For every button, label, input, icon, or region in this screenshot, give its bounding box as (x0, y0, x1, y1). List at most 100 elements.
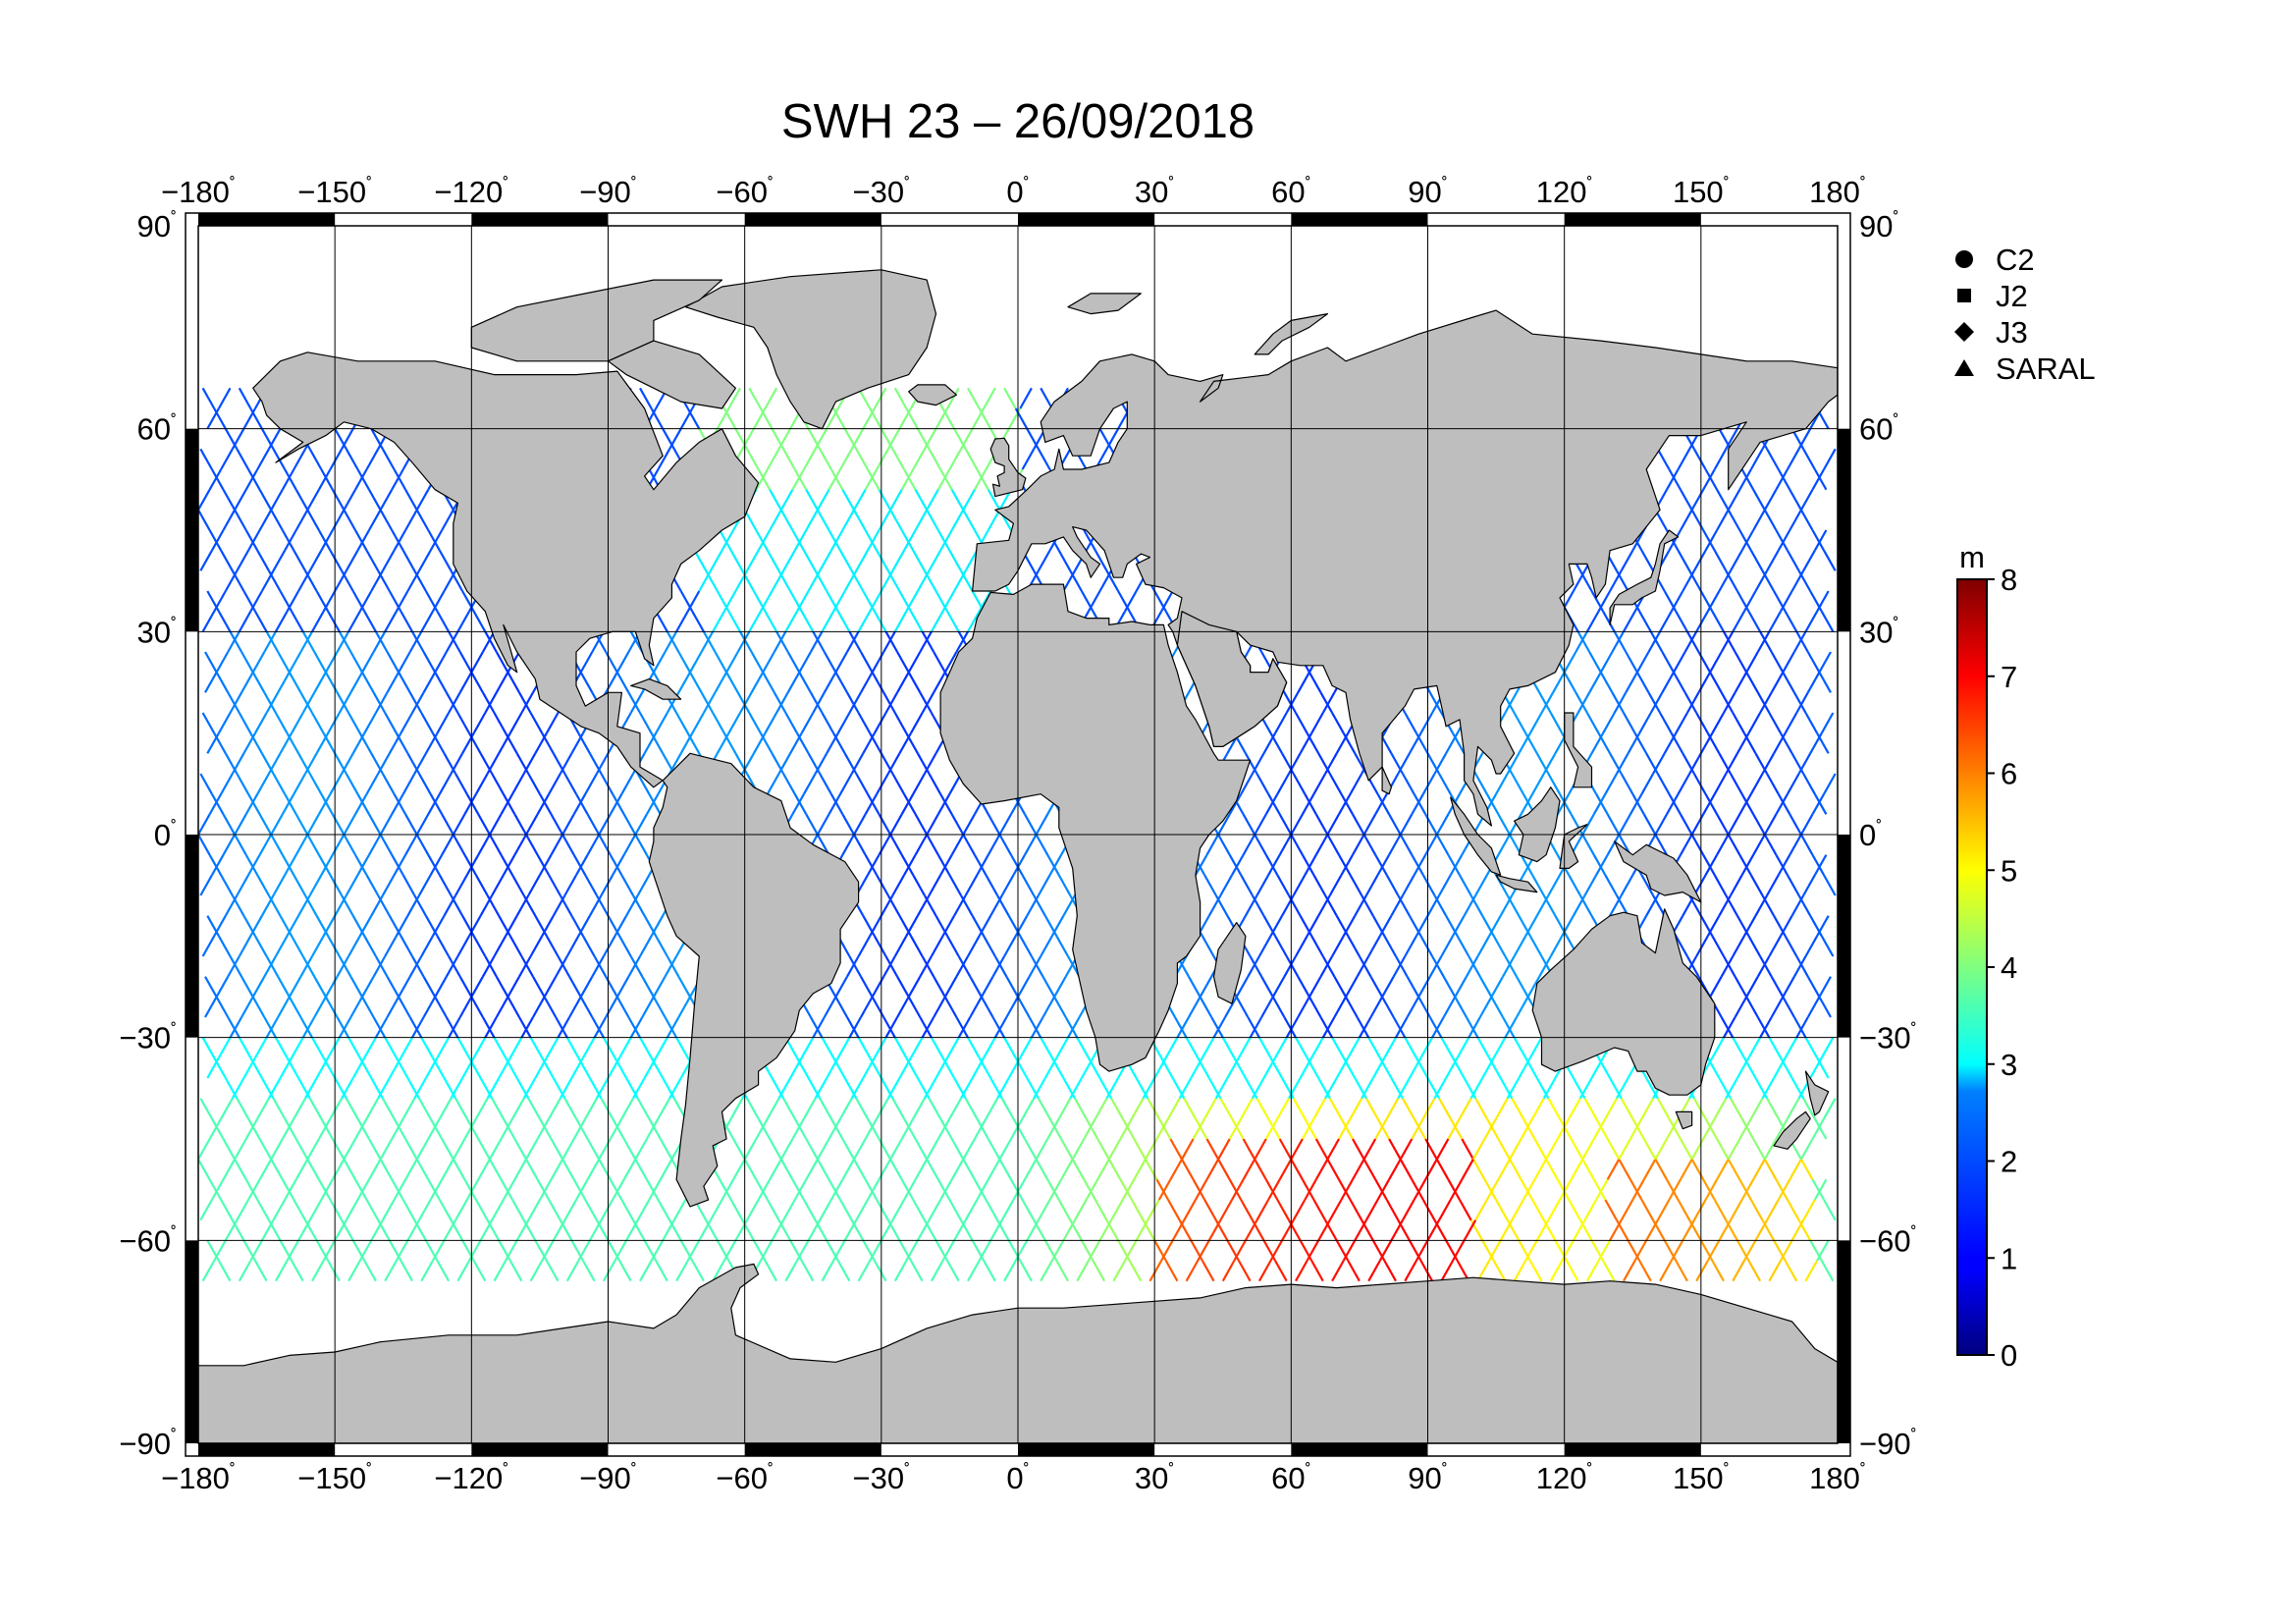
lon-tick-top: 180˚ (1809, 175, 1866, 209)
track-segment (1257, 1260, 1272, 1282)
track-segment (652, 976, 667, 998)
track-segment (1378, 1239, 1393, 1262)
track-segment (666, 1016, 680, 1039)
track-segment (836, 712, 851, 734)
track-segment (301, 630, 316, 653)
track-segment (846, 955, 860, 978)
track-segment (1048, 1178, 1063, 1201)
track-segment (900, 854, 915, 876)
track-segment (1374, 1117, 1388, 1140)
track-segment (914, 834, 929, 856)
track-segment (1474, 1098, 1488, 1119)
track-segment (714, 672, 728, 693)
track-segment (985, 1098, 999, 1119)
track-segment (1823, 550, 1837, 571)
track-segment (363, 712, 377, 734)
track-segment (657, 1098, 671, 1119)
track-segment (1459, 1199, 1472, 1221)
track-segment (293, 448, 306, 470)
track-segment (866, 468, 881, 491)
track-segment (973, 854, 988, 876)
track-segment (1043, 1056, 1058, 1079)
track-segment (1319, 955, 1334, 978)
track-segment (1057, 550, 1072, 571)
track-segment (1264, 1178, 1279, 1201)
track-segment (277, 672, 291, 693)
track-segment (224, 894, 239, 917)
track-segment (627, 1016, 641, 1039)
track-segment (1623, 1260, 1636, 1282)
track-segment (659, 1138, 673, 1161)
track-segment (454, 773, 468, 795)
track-segment (555, 955, 568, 978)
track-segment (1003, 935, 1017, 957)
track-segment (1752, 1159, 1766, 1180)
track-segment (926, 1138, 939, 1161)
track-segment (347, 1260, 361, 1282)
track-segment (424, 590, 439, 613)
track-segment (258, 509, 273, 531)
track-segment (495, 996, 509, 1018)
track-segment (429, 529, 444, 552)
frame-segment-top (198, 213, 336, 226)
track-segment (1421, 1098, 1436, 1119)
track-segment (1759, 630, 1773, 653)
track-segment (746, 448, 760, 470)
track-segment (1278, 1138, 1293, 1161)
track-segment (884, 1016, 899, 1039)
track-segment (1673, 672, 1686, 693)
track-segment (1342, 915, 1357, 937)
track-segment (1611, 630, 1625, 653)
track-segment (1711, 712, 1725, 734)
track-segment (860, 976, 874, 998)
track-segment (809, 630, 824, 653)
track-segment (1595, 1117, 1609, 1140)
track-segment (1447, 1178, 1461, 1201)
track-segment (1326, 1138, 1340, 1161)
track-segment (1513, 712, 1527, 734)
track-segment (1692, 1199, 1707, 1221)
track-segment (450, 569, 464, 592)
track-segment (458, 976, 473, 998)
track-segment (379, 813, 394, 836)
track-segment (889, 489, 903, 511)
track-segment (263, 1016, 277, 1039)
frame-segment-top (1291, 213, 1428, 226)
track-segment (1752, 489, 1766, 511)
track-segment (1811, 1178, 1826, 1201)
track-segment (1413, 854, 1427, 876)
track-segment (896, 996, 910, 1018)
track-segment (1702, 1178, 1716, 1201)
track-segment (1338, 1178, 1352, 1201)
track-segment (930, 1260, 944, 1282)
track-segment (1428, 955, 1443, 978)
track-segment (1445, 1056, 1459, 1079)
track-segment (1592, 854, 1607, 876)
track-segment (746, 1098, 760, 1119)
track-segment (1592, 793, 1607, 815)
track-segment (1094, 1098, 1108, 1119)
track-segment (921, 955, 935, 978)
track-segment (477, 834, 491, 856)
track-segment (1037, 1199, 1051, 1221)
track-segment (1035, 1138, 1049, 1161)
track-segment (855, 1098, 869, 1119)
track-segment (1483, 1117, 1498, 1140)
frame-segment-bottom (1291, 1443, 1428, 1456)
track-segment (529, 1037, 544, 1058)
track-segment (1576, 691, 1591, 714)
track-segment (1799, 1159, 1814, 1180)
track-segment (782, 448, 796, 470)
track-segment (513, 834, 527, 856)
track-segment (1199, 996, 1213, 1018)
track-segment (1704, 529, 1719, 552)
track-segment (1620, 1199, 1634, 1221)
track-segment (1048, 854, 1063, 876)
track-segment (1740, 1178, 1755, 1201)
track-segment (826, 590, 839, 613)
track-segment (893, 387, 908, 409)
track-segment (361, 976, 375, 998)
track-segment (609, 1178, 623, 1201)
track-segment (1749, 874, 1764, 896)
track-segment (1278, 1159, 1293, 1180)
